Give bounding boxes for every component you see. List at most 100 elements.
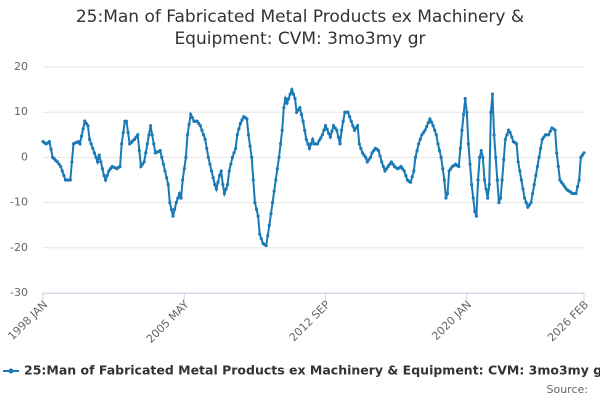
data-point — [574, 191, 578, 196]
data-point — [306, 142, 310, 146]
y-tick-label: -10 — [10, 196, 28, 209]
data-point — [354, 126, 358, 130]
data-point — [399, 164, 403, 169]
data-point — [547, 133, 551, 137]
data-point — [237, 127, 241, 131]
data-point — [148, 124, 153, 128]
data-point — [269, 212, 273, 216]
data-point — [482, 178, 487, 182]
data-point — [120, 142, 124, 146]
data-point — [92, 151, 96, 155]
data-point — [303, 128, 307, 132]
data-point — [441, 167, 445, 171]
data-point — [272, 189, 276, 193]
data-point — [166, 182, 170, 187]
data-point — [410, 175, 414, 179]
data-point — [444, 196, 448, 200]
data-point — [295, 110, 299, 114]
data-point — [197, 121, 201, 126]
data-point — [254, 207, 259, 211]
data-point — [404, 173, 408, 178]
data-point — [510, 135, 514, 139]
data-point — [301, 119, 305, 123]
data-point — [413, 155, 418, 159]
data-point — [293, 97, 297, 101]
data-point — [479, 149, 483, 153]
data-point — [70, 160, 74, 164]
data-point — [556, 164, 560, 169]
data-point — [277, 155, 281, 159]
data-point — [540, 137, 544, 141]
data-point — [389, 160, 393, 164]
data-point — [514, 142, 519, 146]
data-point — [299, 112, 304, 117]
data-point — [208, 162, 212, 166]
data-point — [185, 133, 190, 137]
data-point — [213, 182, 217, 187]
y-tick-label: 0 — [21, 150, 28, 163]
data-point — [62, 173, 66, 178]
data-point — [349, 119, 353, 123]
data-point — [503, 137, 507, 141]
data-point — [434, 133, 438, 137]
data-point — [537, 155, 541, 159]
data-point — [521, 187, 525, 191]
data-point — [79, 134, 84, 138]
data-point — [211, 176, 215, 180]
data-point — [248, 144, 252, 148]
data-point — [370, 151, 374, 155]
data-point — [282, 106, 286, 110]
data-point — [57, 162, 61, 166]
data-point — [577, 178, 581, 182]
data-point — [76, 139, 80, 144]
data-point — [89, 142, 93, 146]
data-point — [49, 147, 53, 151]
data-point — [325, 127, 329, 131]
data-point — [55, 160, 60, 164]
data-point — [84, 121, 88, 126]
data-point — [198, 124, 202, 128]
data-point — [177, 191, 182, 196]
data-point — [132, 137, 137, 141]
data-point — [429, 120, 434, 124]
data-point — [95, 160, 100, 164]
data-point — [140, 162, 145, 166]
data-point — [319, 136, 323, 140]
data-point — [311, 137, 315, 141]
data-point — [217, 173, 222, 178]
data-point — [418, 137, 422, 141]
data-point — [317, 139, 321, 143]
data-point — [516, 160, 520, 164]
data-point — [563, 185, 567, 189]
data-point — [356, 124, 360, 128]
data-point — [229, 162, 233, 166]
data-point — [558, 178, 562, 182]
data-point — [181, 178, 185, 182]
series-line — [42, 86, 585, 248]
data-point — [161, 162, 166, 166]
data-point — [230, 155, 235, 159]
data-point — [439, 155, 443, 159]
data-point — [102, 173, 106, 178]
data-point — [78, 142, 82, 146]
data-point — [415, 149, 419, 153]
data-point — [203, 137, 207, 141]
data-point — [582, 151, 586, 155]
data-point — [287, 97, 291, 101]
data-point — [348, 115, 352, 119]
data-point — [59, 164, 63, 169]
data-point — [270, 201, 275, 205]
data-point — [274, 178, 278, 182]
source: Source: — [547, 383, 589, 396]
data-point — [266, 233, 270, 238]
data-point — [553, 128, 557, 132]
data-point — [436, 142, 440, 146]
data-point — [466, 142, 471, 146]
data-point — [124, 119, 129, 123]
data-point — [99, 160, 103, 164]
data-point — [376, 149, 381, 153]
data-point — [400, 167, 405, 171]
data-point — [492, 133, 496, 137]
